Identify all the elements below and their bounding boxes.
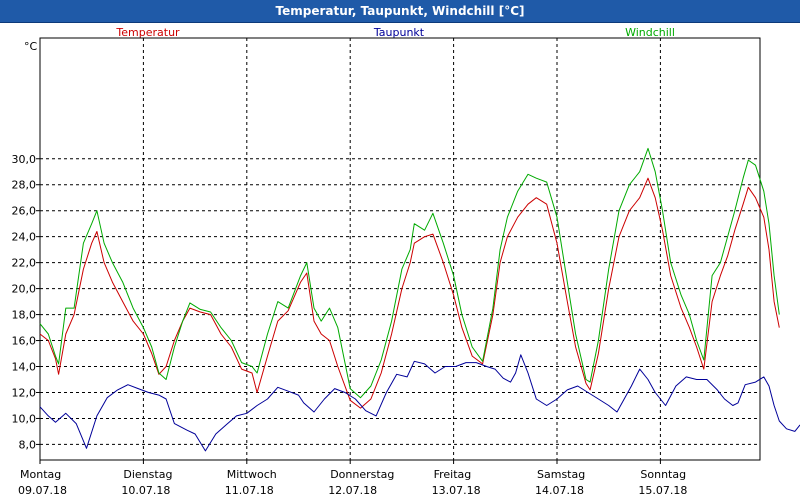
y-tick-label: 12,0 xyxy=(12,386,37,399)
x-tick-label-date: 12.07.18 xyxy=(328,484,377,497)
x-tick-label-date: 14.07.18 xyxy=(535,484,584,497)
x-tick-label-day: Montag xyxy=(20,468,61,481)
y-tick-label: 18,0 xyxy=(12,309,37,322)
series-line-taupunkt xyxy=(39,354,800,452)
legend-entry-temperatur: Temperatur xyxy=(115,26,180,39)
legend-entry-windchill: Windchill xyxy=(625,26,675,39)
x-tick-label-day: Donnerstag xyxy=(330,468,394,481)
y-tick-label: 26,0 xyxy=(12,205,37,218)
y-tick-label: 20,0 xyxy=(12,283,37,296)
y-tick-label: 28,0 xyxy=(12,179,37,192)
x-tick-label-day: Mittwoch xyxy=(227,468,277,481)
x-tick-label-date: 13.07.18 xyxy=(432,484,481,497)
x-tick-label-date: 15.07.18 xyxy=(638,484,687,497)
x-tick-label-day: Sonntag xyxy=(640,468,686,481)
series-line-windchill xyxy=(39,147,780,399)
y-axis-label: °C xyxy=(24,40,38,53)
y-tick-label: 8,0 xyxy=(19,438,37,451)
plot-area xyxy=(39,37,761,461)
window-title: Temperatur, Taupunkt, Windchill [°C] xyxy=(0,0,800,23)
x-tick-label-date: 09.07.18 xyxy=(18,484,67,497)
x-tick-label-day: Dienstag xyxy=(123,468,172,481)
y-tick-label: 30,0 xyxy=(12,153,37,166)
legend-entry-taupunkt: Taupunkt xyxy=(373,26,425,39)
y-tick-label: 22,0 xyxy=(12,257,37,270)
y-tick-label: 16,0 xyxy=(12,335,37,348)
x-tick-label-day: Freitag xyxy=(434,468,472,481)
x-tick-label-day: Samstag xyxy=(537,468,585,481)
y-tick-label: 14,0 xyxy=(12,361,37,374)
y-tick-label: 24,0 xyxy=(12,231,37,244)
series-line-temperatur xyxy=(39,177,780,409)
y-tick-label: 10,0 xyxy=(12,412,37,425)
x-tick-label-date: 10.07.18 xyxy=(121,484,170,497)
x-tick-label-date: 11.07.18 xyxy=(225,484,274,497)
